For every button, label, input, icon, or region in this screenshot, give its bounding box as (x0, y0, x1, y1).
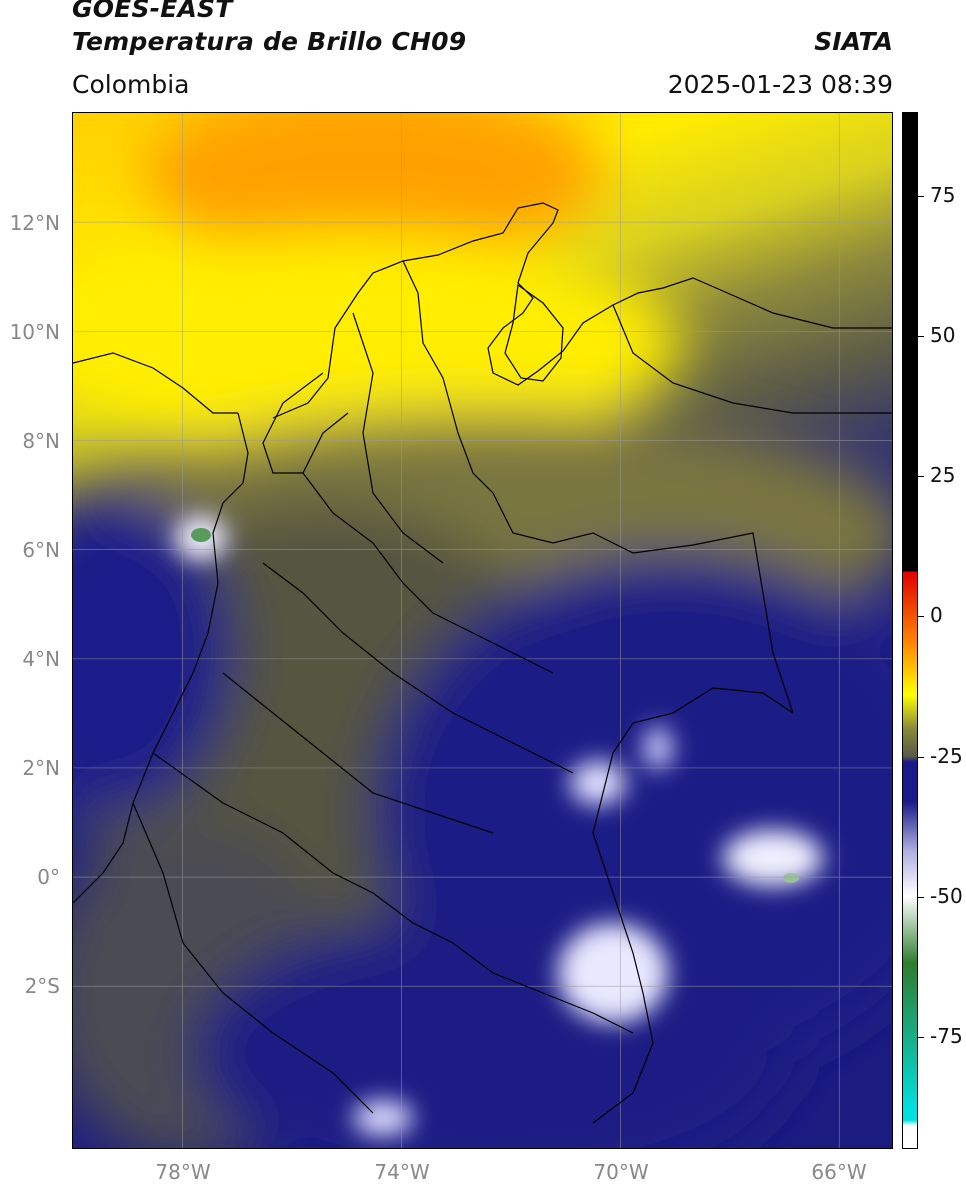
colorbar-tick (918, 616, 924, 618)
lat-label-8n: 8°N (22, 429, 60, 453)
temperature-colorbar (902, 112, 918, 1149)
colombia-venezuela-border (402, 260, 794, 714)
orange-warm-area (143, 113, 603, 263)
colorbar-tick-label: -50 (930, 883, 963, 908)
colorbar-tick (918, 336, 924, 338)
cold-cloud-bottom (353, 1100, 413, 1136)
colorbar-tick (918, 1036, 924, 1038)
department-lines-2 (262, 562, 574, 774)
colorbar-tick (918, 476, 924, 478)
department-lines-3 (352, 312, 444, 564)
department-lines-5 (262, 372, 349, 474)
lon-label-66w: 66°W (811, 1160, 867, 1184)
region-label: Colombia (72, 70, 190, 99)
department-lines-4 (222, 672, 494, 834)
department-lines-1 (302, 472, 554, 674)
coldest-core-east (783, 873, 799, 883)
colorbar-tick-label: 25 (930, 463, 956, 488)
ecuador-peru-border (132, 802, 374, 1114)
cold-cloud-center (570, 761, 626, 805)
colombia-peru-border (152, 752, 634, 1034)
colorbar-tick-label: -75 (930, 1023, 963, 1048)
cold-cloud-north (644, 726, 672, 770)
colorbar-tick-label: 0 (930, 603, 943, 628)
lat-label-10n: 10°N (9, 320, 60, 344)
graticule (73, 113, 892, 1148)
lon-label-78w: 78°W (155, 1160, 211, 1184)
brightness-temperature-map (72, 112, 893, 1149)
title-satellite: GOES-EAST (72, 0, 233, 23)
lat-label-0: 0° (37, 865, 60, 889)
colombia-brazil-border (592, 687, 794, 1124)
colorbar-tick (918, 196, 924, 198)
brand-label: SIATA (814, 27, 893, 56)
title-product: Temperatura de Brillo CH09 (72, 27, 467, 56)
cold-cloud-south (558, 923, 668, 1023)
maracaibo-lake (504, 283, 564, 382)
coldest-core (191, 528, 211, 542)
venezuela-internal (612, 304, 892, 414)
colorbar-tick (918, 756, 924, 758)
lat-label-2n: 2°N (22, 756, 60, 780)
navy-west-pacific (73, 493, 233, 813)
colorbar-tick-label: 75 (930, 183, 956, 208)
cold-cloud-east (723, 830, 823, 886)
colorbar-tick-label: -25 (930, 743, 963, 768)
lat-label-4n: 4°N (22, 647, 60, 671)
lat-label-2s: 2°S (24, 974, 60, 998)
coastline-caribbean (272, 202, 892, 419)
lon-label-70w: 70°W (593, 1160, 649, 1184)
colorbar-tick-label: 50 (930, 323, 956, 348)
lat-label-6n: 6°N (22, 538, 60, 562)
colorbar-tick (918, 896, 924, 898)
yellow-band (73, 233, 683, 453)
lat-label-12n: 12°N (9, 211, 60, 235)
pacific-coast (73, 412, 249, 904)
datetime-label: 2025-01-23 08:39 (667, 70, 893, 99)
political-borders (73, 202, 892, 1124)
lon-label-74w: 74°W (374, 1160, 430, 1184)
panama-coast (73, 352, 238, 414)
